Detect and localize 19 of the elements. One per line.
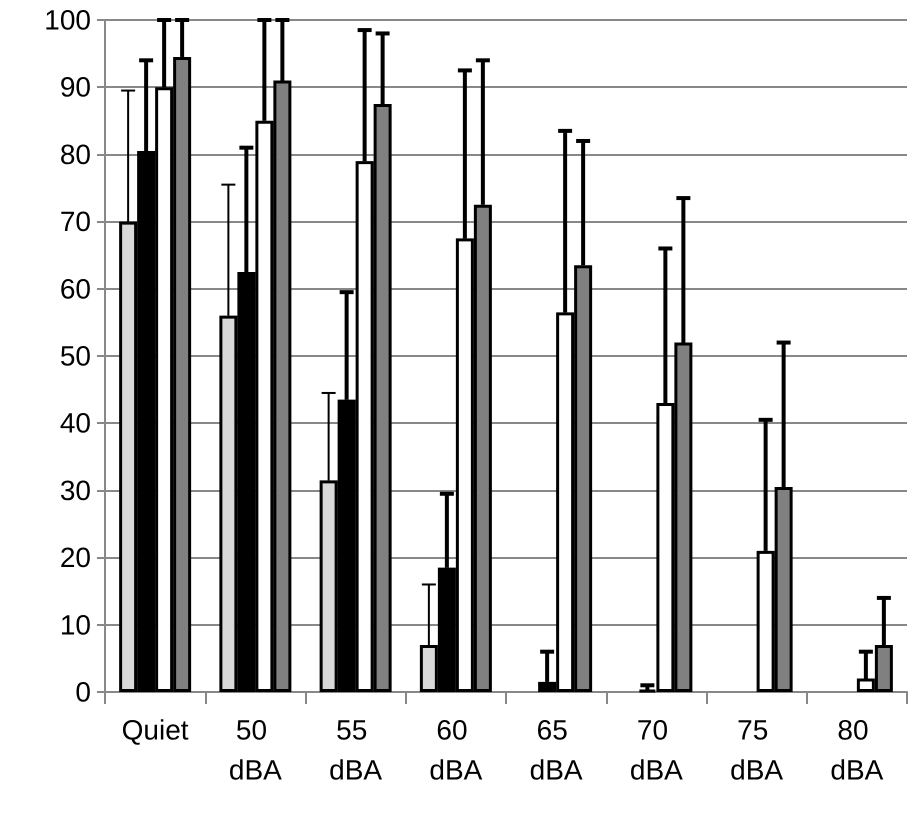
y-tick-label: 20 [60,542,91,574]
x-tick-label: 75 dBA [730,714,784,786]
y-tick-label: 100 [44,4,91,36]
y-tick-label: 40 [60,408,91,439]
x-tick-label: Quiet [122,714,189,746]
y-tick-label: 70 [60,206,91,238]
x-tick-label: 65 dBA [530,714,583,786]
y-tick-label: 30 [60,474,91,506]
y-tick-label: 10 [60,609,91,640]
x-tick-label: 55 dBA [329,714,382,786]
y-tick-label: 60 [60,273,91,304]
x-tick-label: 70 dBA [630,714,684,786]
y-tick-label: 0 [75,676,91,708]
x-tick-label: 50 dBA [228,714,282,786]
y-tick-label: 50 [60,340,91,372]
y-tick-label: 80 [60,138,91,170]
x-tick-label: 80 dBA [830,714,884,786]
y-tick-label: 90 [60,72,91,103]
x-tick-label: 60 dBA [429,714,483,786]
